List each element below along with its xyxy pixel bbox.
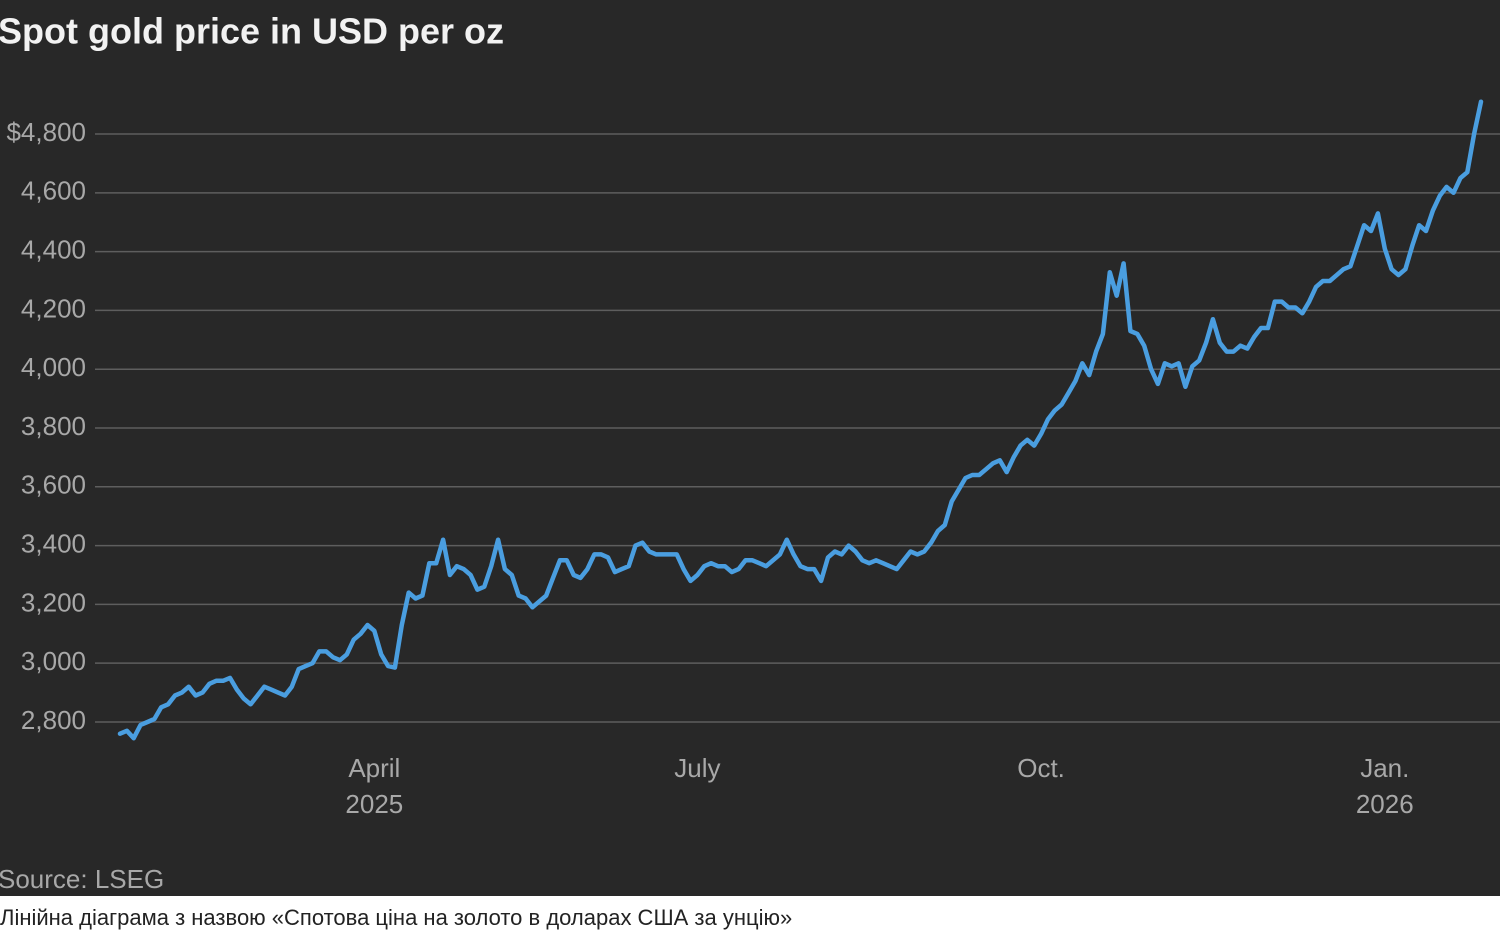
x-tick-label: April <box>348 753 400 783</box>
chart: Spot gold price in USD per oz Source: LS… <box>0 0 1500 896</box>
y-tick-label: 3,000 <box>21 646 86 676</box>
y-tick-label: 4,600 <box>21 176 86 206</box>
y-tick-label: 4,400 <box>21 234 86 264</box>
y-tick-label: 4,200 <box>21 293 86 323</box>
chart-title: Spot gold price in USD per oz <box>0 11 504 52</box>
x-tick-label: Jan. <box>1360 753 1409 783</box>
x-tick-label: Oct. <box>1017 753 1065 783</box>
y-tick-label: 4,000 <box>21 352 86 382</box>
x-tick-label: July <box>674 753 720 783</box>
y-tick-label: 3,600 <box>21 470 86 500</box>
x-tick-label: 2026 <box>1356 789 1414 819</box>
x-tick-label: 2025 <box>345 789 403 819</box>
caption: Лінійна діаграма з назвою «Спотова ціна … <box>0 905 793 930</box>
y-tick-label: $4,800 <box>6 117 86 147</box>
y-tick-label: 3,800 <box>21 411 86 441</box>
y-tick-label: 2,800 <box>21 705 86 735</box>
y-tick-label: 3,400 <box>21 528 86 558</box>
price-line <box>117 99 1484 741</box>
source: Source: LSEG <box>0 864 164 894</box>
chart-background <box>0 0 1500 896</box>
y-tick-label: 3,200 <box>21 587 86 617</box>
